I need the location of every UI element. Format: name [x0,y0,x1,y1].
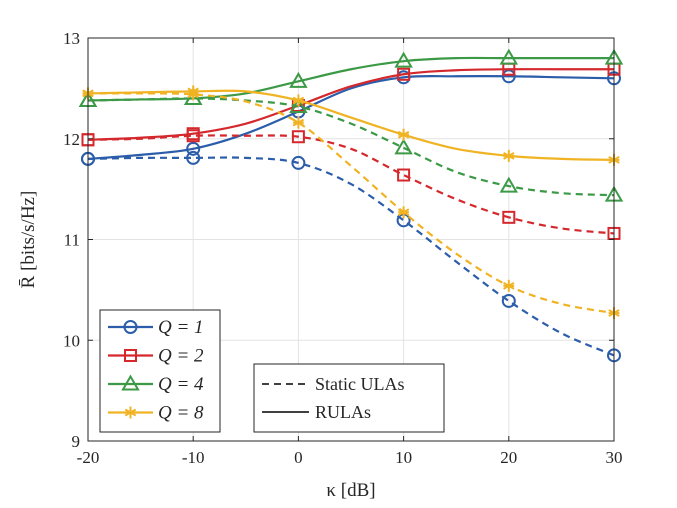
legend-q-label: Q = 2 [158,346,204,367]
series-line [87,92,615,315]
y-tick-label: 11 [64,231,80,250]
data-point-square [186,129,200,143]
x-tick-label: 30 [606,448,623,467]
x-axis-label: κ [dB] [326,480,375,501]
legend-style-box [253,363,445,433]
series-q2-dashed [81,129,621,240]
series-line [87,97,615,197]
legend-q: Q = 1 Q = 2 Q = 4 Q = 8 [99,309,221,433]
x-tick-label: 0 [294,448,303,467]
data-point-asterisk [503,149,515,162]
series-line [87,74,615,160]
data-point-asterisk [503,279,515,292]
legend-marker-square [124,349,137,362]
legend-q-label: Q = 8 [158,403,204,424]
data-point-circle [186,150,201,165]
x-tick-label: -10 [182,448,205,467]
data-point-asterisk [397,128,410,141]
tick-labels: -20 -10 0 10 20 30 9 10 11 12 13 [63,29,623,467]
y-tick-label: 10 [63,331,80,350]
series-line [87,134,615,235]
x-tick-label: -20 [77,448,100,467]
x-tick-label: 20 [500,448,517,467]
data-point-circle [291,155,306,170]
legend-q-label: Q = 1 [158,317,204,338]
series-q8-dashed [82,87,620,320]
legend-q-entry: Q = 2 [108,346,204,367]
data-point-asterisk [292,94,305,107]
legend-q-entry: Q = 4 [108,374,204,395]
y-tick-label: 9 [72,432,81,451]
x-tick-label: 10 [395,448,412,467]
data-point-square [502,210,516,224]
data-point-triangle [499,48,519,65]
legend-marker-asterisk [124,406,137,419]
y-tick-label: 12 [63,130,80,149]
legend-style-label: Static ULAs [315,374,405,394]
data-point-triangle [499,176,519,193]
data-point-square [397,67,411,81]
legend-marker-triangle [121,374,140,391]
ticks [87,37,615,442]
data-point-triangle [289,97,308,114]
y-tick-label: 13 [63,29,80,48]
data-point-square [397,168,411,182]
data-point-asterisk [292,116,305,129]
legend-style-entry: Static ULAs [262,374,405,394]
data-point-triangle [289,71,308,88]
series-line [87,89,615,162]
legend-style: Static ULAs RULAs [253,363,445,433]
legend-q-label: Q = 4 [158,374,204,395]
data-point-square [291,130,305,144]
y-axis-label: R̄ [bits/s/Hz] [18,191,39,289]
legend-style-entry: RULAs [262,402,371,422]
legend-marker-circle [123,320,138,334]
legend-q-entry: Q = 8 [108,403,204,424]
data-point-asterisk [397,206,410,219]
data-point-circle [501,293,516,308]
legend-q-entry: Q = 1 [108,317,204,338]
data-point-asterisk [187,88,199,101]
data-point-triangle [394,51,413,68]
legend-style-label: RULAs [315,402,371,422]
data-point-triangle [394,138,413,155]
data-point-circle [186,141,201,156]
